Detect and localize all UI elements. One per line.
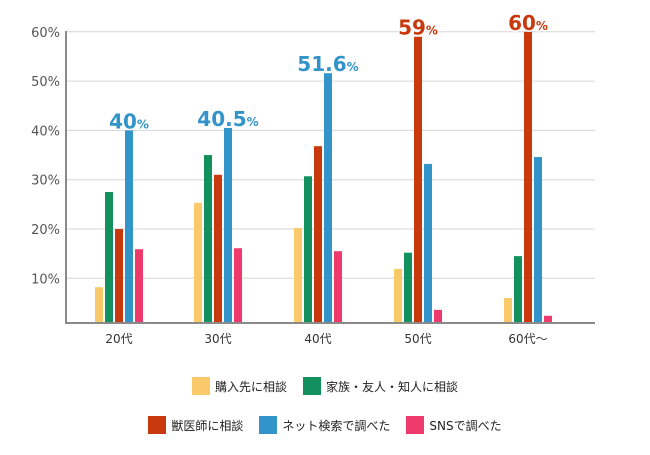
- bar: [404, 252, 412, 323]
- bar-chart: 10%20%30%40%50%60% 20代 30代 40代 50代 60代～ 40% 4…: [31, 9, 595, 346]
- x-tick-label: 20代: [105, 332, 132, 346]
- bar: [534, 157, 542, 323]
- x-tick-label: 60代～: [508, 332, 547, 346]
- bar: [115, 229, 123, 323]
- bar: [234, 248, 242, 323]
- callout-unit: %: [347, 60, 359, 74]
- legend-label: ネット検索で調べた: [282, 418, 391, 433]
- bar: [334, 251, 342, 323]
- bar: [214, 174, 222, 323]
- callout-unit: %: [426, 24, 438, 38]
- bar: [524, 31, 532, 324]
- bar: [125, 130, 133, 323]
- callout-number: 60: [508, 11, 536, 35]
- bar: [394, 268, 402, 323]
- bar: [194, 202, 202, 323]
- legend-item: 家族・友人・知人に相談: [303, 377, 458, 395]
- bar: [294, 228, 302, 323]
- legend-swatch: [259, 416, 278, 434]
- bar: [95, 287, 103, 323]
- y-tick-label: 40%: [31, 124, 60, 139]
- bars: [95, 31, 552, 324]
- legend-swatch: [406, 416, 425, 434]
- bar: [504, 298, 512, 323]
- bar: [304, 176, 312, 323]
- legend-row-1: 購入先に相談 家族・友人・知人に相談: [0, 377, 650, 395]
- callout-unit: %: [137, 117, 149, 131]
- bar: [105, 192, 113, 323]
- legend-label: 購入先に相談: [214, 379, 287, 394]
- y-tick-label: 60%: [31, 26, 60, 41]
- y-tick-label: 30%: [31, 174, 60, 189]
- bar: [204, 155, 212, 323]
- bar: [135, 249, 143, 323]
- value-callout: 51.6%: [297, 52, 358, 76]
- legend-item: SNSで調べた: [406, 416, 502, 434]
- legend-swatch: [148, 416, 167, 434]
- y-tick-label: 50%: [31, 75, 60, 90]
- value-callout: 60%: [508, 11, 548, 35]
- bar: [514, 256, 522, 323]
- callout-number: 40: [109, 109, 137, 133]
- value-callout: 40.5%: [197, 107, 258, 131]
- bar: [544, 315, 552, 323]
- callout-unit: %: [247, 115, 259, 129]
- bar: [224, 127, 232, 323]
- bar: [414, 36, 422, 323]
- value-callout: 40%: [109, 109, 149, 133]
- callout-number: 51.6: [297, 52, 346, 76]
- bar: [424, 163, 432, 323]
- legend-label: 家族・友人・知人に相談: [326, 379, 459, 394]
- callout-unit: %: [536, 19, 548, 33]
- callout-number: 59: [398, 16, 426, 40]
- bar: [314, 146, 322, 323]
- x-axis-ticks: 20代 30代 40代 50代 60代～: [105, 332, 547, 346]
- bar: [324, 73, 332, 323]
- y-axis-ticks: 10% 20% 30% 40% 50% 60%: [31, 26, 60, 287]
- bar: [434, 309, 442, 323]
- legend-row-2: 獣医師に相談 ネット検索で調べた SNSで調べた: [0, 416, 650, 434]
- legend-swatch: [303, 377, 321, 395]
- callout-number: 40.5: [197, 107, 246, 131]
- x-tick-label: 40代: [304, 332, 331, 346]
- x-tick-label: 30代: [204, 332, 231, 346]
- legend-label: SNSで調べた: [429, 418, 502, 433]
- value-callout: 59%: [398, 16, 438, 40]
- y-tick-label: 10%: [31, 272, 60, 287]
- y-tick-label: 20%: [31, 223, 60, 238]
- legend-swatch: [191, 377, 210, 395]
- legend-item: ネット検索で調べた: [259, 416, 390, 434]
- legend-item: 獣医師に相談: [148, 416, 243, 434]
- x-tick-label: 50代: [404, 332, 431, 346]
- legend-item: 購入先に相談: [191, 377, 287, 395]
- legend-label: 獣医師に相談: [171, 418, 244, 433]
- value-callouts: 40% 40.5%51.6%59% 60%: [108, 9, 550, 135]
